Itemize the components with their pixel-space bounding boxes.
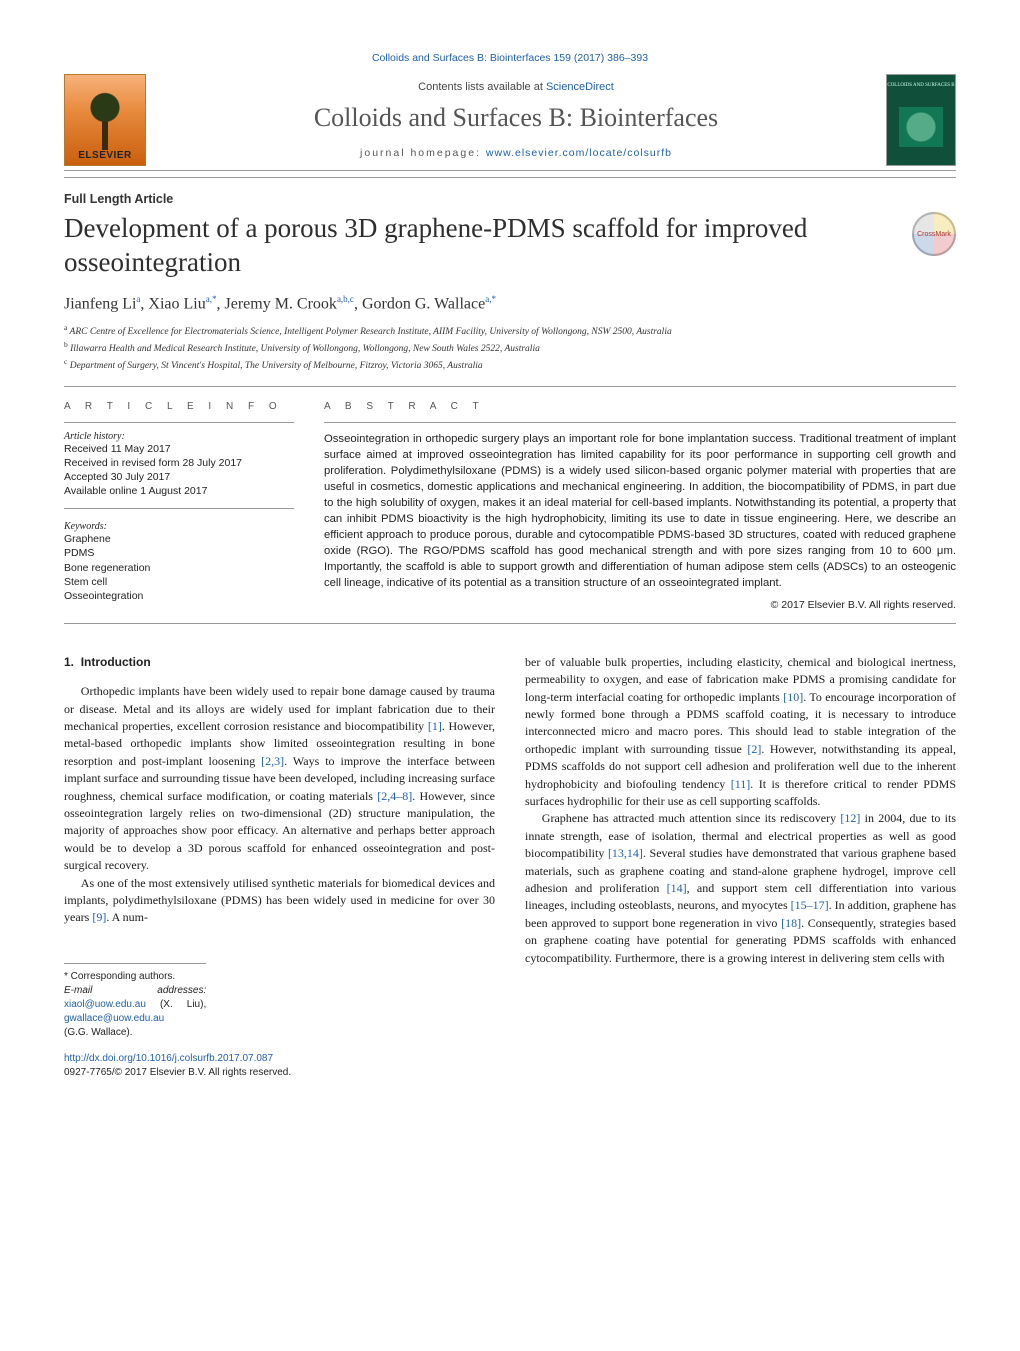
- body-text: Graphene has attracted much attention si…: [542, 811, 841, 825]
- contents-available-line: Contents lists available at ScienceDirec…: [146, 81, 886, 93]
- sciencedirect-link[interactable]: ScienceDirect: [546, 81, 614, 93]
- ref-link[interactable]: [14]: [667, 881, 687, 895]
- abstract-text: Osseointegration in orthopedic surgery p…: [324, 431, 956, 591]
- article-history: Received 11 May 2017Received in revised …: [64, 442, 294, 499]
- divider: [64, 177, 956, 178]
- ref-link[interactable]: [10]: [783, 690, 803, 704]
- journal-homepage-line: journal homepage: www.elsevier.com/locat…: [146, 147, 886, 159]
- article-history-label: Article history:: [64, 431, 294, 442]
- journal-homepage-link[interactable]: www.elsevier.com/locate/colsurfb: [486, 147, 672, 159]
- divider: [64, 422, 294, 423]
- body-col-left: 1. Introduction Orthopedic implants have…: [64, 654, 495, 1081]
- elsevier-logo: ELSEVIER: [64, 74, 146, 166]
- ref-link[interactable]: [11]: [731, 777, 751, 791]
- journal-masthead: ELSEVIER Contents lists available at Sci…: [64, 74, 956, 171]
- keywords-label: Keywords:: [64, 521, 294, 532]
- crossmark-label: CrossMark: [917, 231, 951, 238]
- corresponding-email-link[interactable]: xiaol@uow.edu.au: [64, 999, 146, 1010]
- doi-link[interactable]: http://dx.doi.org/10.1016/j.colsurfb.201…: [64, 1053, 273, 1064]
- corresponding-email-link[interactable]: gwallace@uow.edu.au: [64, 1013, 164, 1024]
- affiliations: a ARC Centre of Excellence for Electroma…: [64, 323, 956, 374]
- elsevier-tree-icon: [80, 90, 130, 150]
- body-text: . A num-: [106, 910, 148, 924]
- article-title: Development of a porous 3D graphene-PDMS…: [64, 212, 902, 280]
- ref-link[interactable]: [2,3]: [261, 754, 284, 768]
- abstract-heading: a b s t r a c t: [324, 401, 956, 412]
- ref-link[interactable]: [1]: [428, 719, 442, 733]
- journal-title: Colloids and Surfaces B: Biointerfaces: [146, 103, 886, 133]
- cover-text: COLLOIDS AND SURFACES B: [887, 83, 954, 89]
- divider: [324, 422, 956, 423]
- divider: [64, 623, 956, 624]
- article-type: Full Length Article: [64, 192, 956, 206]
- abstract-copyright: © 2017 Elsevier B.V. All rights reserved…: [324, 599, 956, 611]
- elsevier-brand-text: ELSEVIER: [78, 150, 131, 161]
- section-number: 1.: [64, 655, 74, 669]
- ref-link[interactable]: [2,4–8]: [377, 789, 412, 803]
- section-heading-intro: 1. Introduction: [64, 654, 495, 671]
- header-citation: Colloids and Surfaces B: Biointerfaces 1…: [64, 52, 956, 64]
- author-list: Jianfeng Lia, Xiao Liua,*, Jeremy M. Cro…: [64, 294, 956, 313]
- divider: [64, 508, 294, 509]
- cover-image-icon: [899, 107, 943, 147]
- corresponding-authors-note: * Corresponding authors.: [64, 970, 206, 984]
- doi-block: http://dx.doi.org/10.1016/j.colsurfb.201…: [64, 1052, 495, 1081]
- divider: [64, 386, 956, 387]
- section-title: Introduction: [81, 655, 151, 669]
- issn-copyright-line: 0927-7765/© 2017 Elsevier B.V. All right…: [64, 1067, 291, 1078]
- ref-link[interactable]: [18]: [781, 916, 801, 930]
- ref-link[interactable]: [13,14]: [608, 846, 643, 860]
- journal-cover-thumbnail: COLLOIDS AND SURFACES B: [886, 74, 956, 166]
- body-col-right: ber of valuable bulk properties, includi…: [525, 654, 956, 1081]
- crossmark-badge[interactable]: CrossMark: [912, 212, 956, 256]
- body-two-column: 1. Introduction Orthopedic implants have…: [64, 654, 956, 1081]
- ref-link[interactable]: [9]: [92, 910, 106, 924]
- email-author-name: (X. Liu),: [160, 999, 206, 1010]
- footnotes: * Corresponding authors. E-mail addresse…: [64, 963, 206, 1040]
- ref-link[interactable]: [15–17]: [791, 898, 829, 912]
- keywords-list: GraphenePDMSBone regenerationStem cellOs…: [64, 532, 294, 603]
- ref-link[interactable]: [2]: [747, 742, 761, 756]
- article-info-heading: a r t i c l e i n f o: [64, 401, 294, 412]
- email-author-name: (G.G. Wallace).: [64, 1026, 206, 1040]
- ref-link[interactable]: [12]: [840, 811, 860, 825]
- contents-prefix: Contents lists available at: [418, 81, 546, 93]
- homepage-prefix: journal homepage:: [360, 147, 486, 159]
- email-label: E-mail addresses:: [64, 985, 206, 996]
